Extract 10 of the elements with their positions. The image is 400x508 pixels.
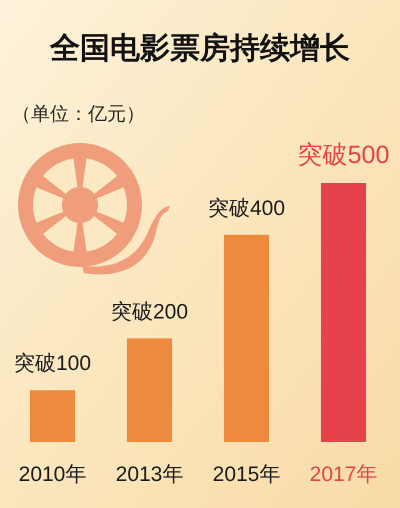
x-tick-label: 2013年 (116, 463, 184, 486)
x-tick-label: 2015年 (212, 463, 280, 486)
x-tick-label: 2017年 (310, 463, 378, 486)
value-label: 突破500 (298, 141, 390, 169)
value-label: 突破200 (110, 300, 188, 324)
x-tick-label: 2010年 (18, 463, 86, 486)
title: 全国电影票房持续增长 (50, 32, 350, 65)
value-label: 突破400 (208, 196, 286, 220)
value-label: 突破100 (14, 352, 92, 376)
annotation: （单位：亿元） (12, 103, 145, 125)
